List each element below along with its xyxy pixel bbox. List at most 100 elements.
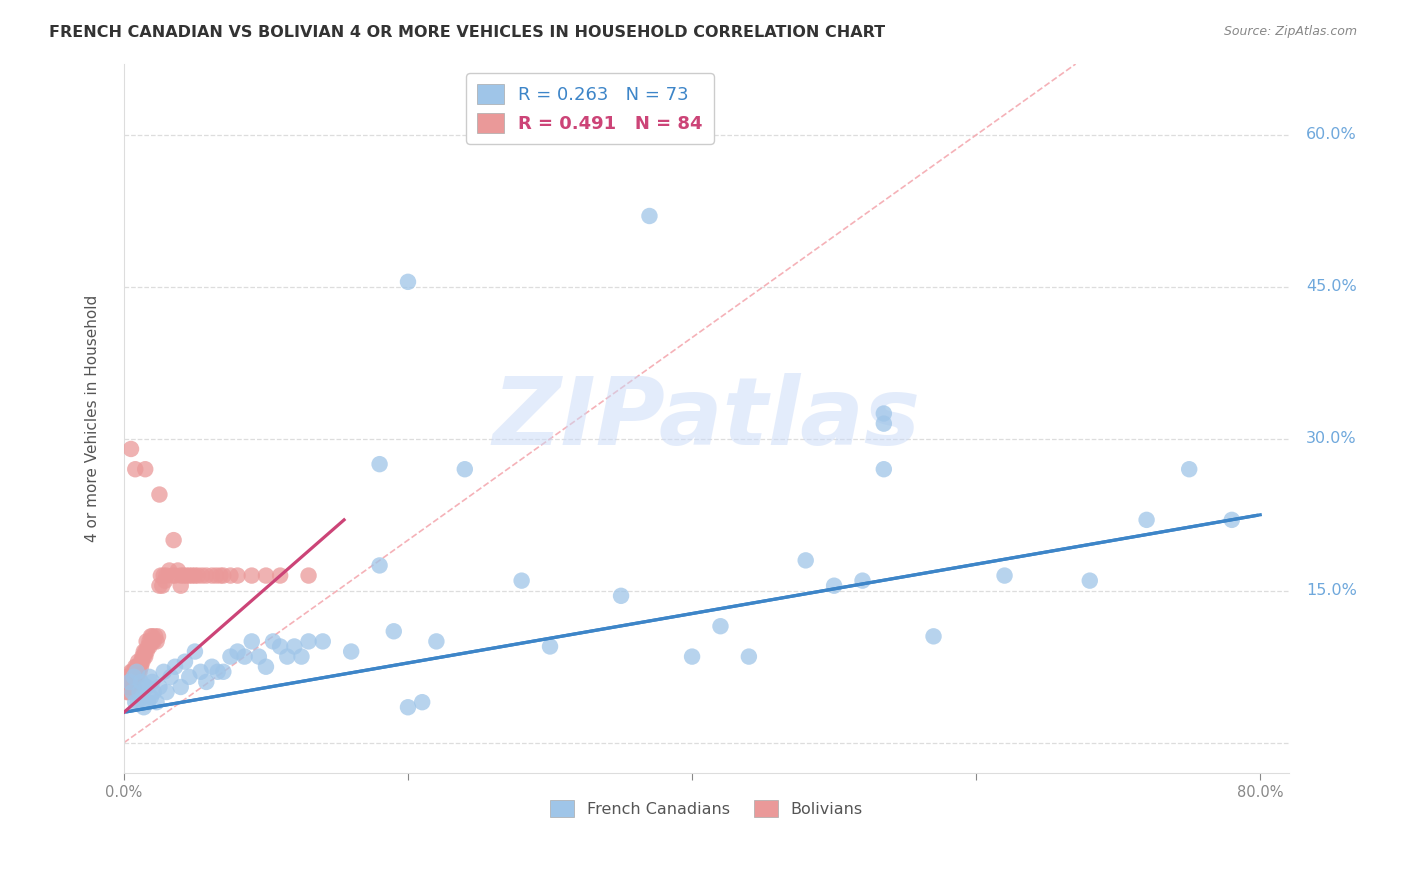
Point bbox=[132, 644, 155, 658]
Point bbox=[163, 568, 186, 582]
Point bbox=[191, 568, 214, 582]
Point bbox=[122, 670, 145, 684]
Point bbox=[115, 685, 138, 699]
Point bbox=[145, 634, 167, 648]
Text: 60.0%: 60.0% bbox=[1306, 128, 1357, 143]
Point bbox=[150, 579, 173, 593]
Point bbox=[146, 629, 169, 643]
Point bbox=[124, 670, 146, 684]
Point bbox=[143, 629, 166, 643]
Point bbox=[118, 680, 141, 694]
Point bbox=[115, 670, 138, 684]
Point bbox=[283, 640, 305, 654]
Point bbox=[396, 275, 419, 289]
Point bbox=[131, 690, 153, 705]
Point bbox=[153, 574, 176, 588]
Point bbox=[873, 417, 896, 431]
Point bbox=[121, 674, 143, 689]
Point bbox=[195, 568, 218, 582]
Point bbox=[269, 568, 291, 582]
Point bbox=[141, 674, 163, 689]
Point bbox=[233, 649, 256, 664]
Text: FRENCH CANADIAN VS BOLIVIAN 4 OR MORE VEHICLES IN HOUSEHOLD CORRELATION CHART: FRENCH CANADIAN VS BOLIVIAN 4 OR MORE VE… bbox=[49, 25, 886, 40]
Point bbox=[226, 644, 249, 658]
Point bbox=[138, 634, 160, 648]
Point bbox=[148, 487, 170, 501]
Point bbox=[124, 695, 146, 709]
Point bbox=[1178, 462, 1201, 476]
Point bbox=[681, 649, 703, 664]
Point bbox=[124, 659, 146, 673]
Point bbox=[128, 685, 150, 699]
Point bbox=[276, 649, 298, 664]
Point bbox=[114, 674, 136, 689]
Point bbox=[1135, 513, 1157, 527]
Point bbox=[297, 634, 319, 648]
Y-axis label: 4 or more Vehicles in Household: 4 or more Vehicles in Household bbox=[86, 295, 100, 542]
Point bbox=[201, 659, 224, 673]
Point bbox=[240, 634, 263, 648]
Point bbox=[122, 665, 145, 679]
Point bbox=[148, 579, 170, 593]
Point bbox=[368, 558, 391, 573]
Point bbox=[195, 674, 218, 689]
Point bbox=[131, 649, 153, 664]
Point bbox=[190, 665, 212, 679]
Point bbox=[118, 674, 141, 689]
Point bbox=[121, 665, 143, 679]
Point bbox=[226, 568, 249, 582]
Point bbox=[120, 670, 142, 684]
Point bbox=[121, 685, 143, 699]
Point bbox=[122, 670, 145, 684]
Text: 15.0%: 15.0% bbox=[1306, 583, 1357, 599]
Point bbox=[132, 649, 155, 664]
Point bbox=[136, 640, 159, 654]
Point bbox=[125, 670, 148, 684]
Point bbox=[149, 568, 172, 582]
Point bbox=[155, 568, 177, 582]
Point bbox=[794, 553, 817, 567]
Point bbox=[873, 462, 896, 476]
Point bbox=[873, 407, 896, 421]
Point bbox=[922, 629, 945, 643]
Point bbox=[128, 659, 150, 673]
Point bbox=[120, 665, 142, 679]
Point bbox=[127, 655, 149, 669]
Point bbox=[132, 700, 155, 714]
Point bbox=[129, 674, 152, 689]
Point bbox=[247, 649, 270, 664]
Point bbox=[173, 568, 195, 582]
Point bbox=[134, 644, 156, 658]
Point bbox=[136, 695, 159, 709]
Point bbox=[131, 655, 153, 669]
Point bbox=[152, 665, 174, 679]
Point bbox=[117, 670, 139, 684]
Point bbox=[205, 568, 228, 582]
Point bbox=[120, 680, 142, 694]
Point bbox=[159, 670, 181, 684]
Point bbox=[170, 579, 193, 593]
Point bbox=[174, 655, 197, 669]
Point bbox=[124, 462, 146, 476]
Point bbox=[240, 568, 263, 582]
Point bbox=[115, 674, 138, 689]
Point bbox=[152, 568, 174, 582]
Point bbox=[209, 568, 232, 582]
Point bbox=[396, 700, 419, 714]
Point bbox=[425, 634, 447, 648]
Point bbox=[184, 568, 207, 582]
Point bbox=[219, 568, 242, 582]
Point bbox=[454, 462, 477, 476]
Point bbox=[117, 674, 139, 689]
Point bbox=[125, 665, 148, 679]
Point bbox=[823, 579, 845, 593]
Point bbox=[139, 690, 162, 705]
Point bbox=[262, 634, 284, 648]
Point bbox=[134, 649, 156, 664]
Point bbox=[135, 634, 157, 648]
Point bbox=[138, 640, 160, 654]
Point bbox=[638, 209, 661, 223]
Point bbox=[709, 619, 731, 633]
Point bbox=[181, 568, 204, 582]
Point bbox=[610, 589, 633, 603]
